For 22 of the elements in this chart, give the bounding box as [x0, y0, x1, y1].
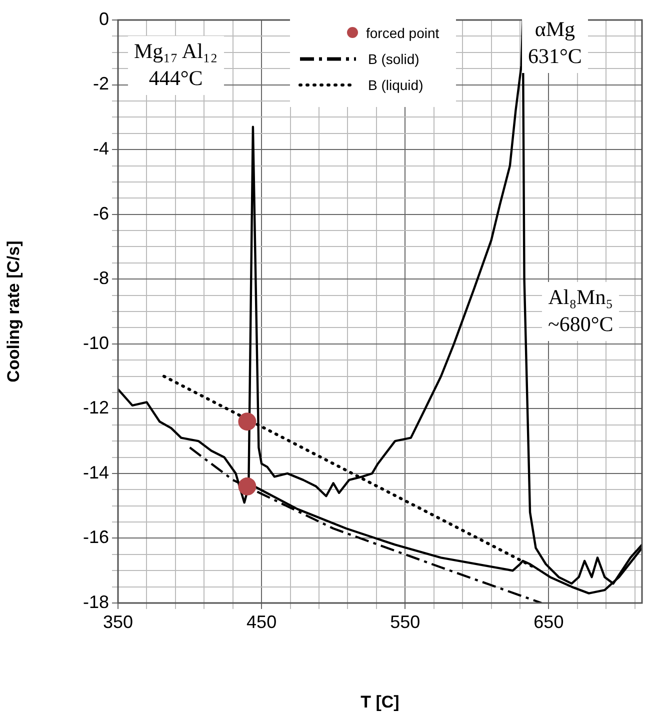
y-tick-label: -4	[92, 138, 109, 159]
y-tick-label: -6	[92, 203, 109, 224]
y-tick-label: 0	[98, 8, 109, 29]
y-tick-label: -8	[92, 268, 109, 288]
annotation: αMg 631°C	[522, 14, 588, 73]
annotation: Al₈Mn₅ ~680°C	[542, 282, 620, 341]
annotation: Mg₁₇ Al₁₂ 444°C	[128, 36, 224, 95]
y-tick-label: -10	[82, 332, 109, 353]
y-tick-label: -12	[82, 398, 109, 418]
legend-label: forced point	[366, 24, 440, 42]
y-tick-label: -2	[92, 74, 109, 94]
y-axis-title: Cooling rate [C/s]	[4, 240, 23, 382]
x-tick-label: 650	[534, 612, 564, 632]
x-tick-label: 450	[246, 612, 277, 632]
legend-label: B (liquid)	[368, 76, 424, 95]
x-axis-title: T [C]	[360, 692, 400, 712]
x-tick-label: 350	[102, 612, 134, 632]
y-tick-label: -18	[82, 592, 109, 612]
y-tick-label: -14	[82, 462, 109, 482]
y-tick-label: -16	[82, 527, 109, 548]
legend-label: B (solid)	[368, 50, 420, 68]
x-tick-label: 550	[390, 612, 420, 632]
